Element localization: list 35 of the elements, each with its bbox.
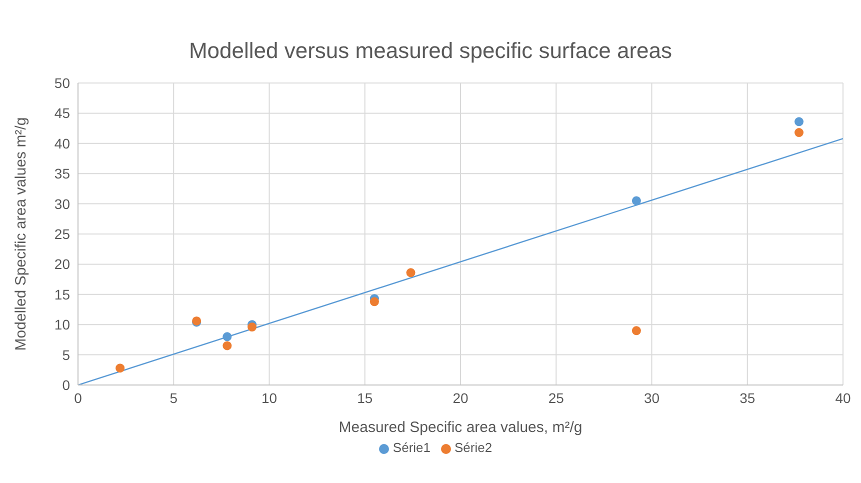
y-tick-label: 35 — [54, 166, 70, 182]
x-tick-label: 20 — [452, 390, 468, 406]
x-tick-label: 25 — [548, 390, 564, 406]
legend-label: Série1 — [392, 440, 430, 455]
point — [406, 268, 416, 278]
x-axis-title: Measured Specific area values, m²/g — [338, 419, 582, 436]
point — [370, 297, 379, 306]
point — [794, 117, 804, 126]
point — [248, 322, 257, 332]
legend-label: Série2 — [454, 440, 492, 455]
y-tick-label: 0 — [62, 376, 70, 393]
x-tick-label: 0 — [74, 390, 82, 406]
point — [222, 341, 232, 350]
x-tick-label: 35 — [740, 390, 756, 406]
y-tick-label: 50 — [54, 74, 70, 91]
point — [632, 326, 641, 336]
y-tick-label: 5 — [62, 346, 70, 363]
point — [632, 196, 641, 206]
y-tick-label: 20 — [54, 256, 70, 272]
point — [222, 332, 232, 342]
y-tick-label: 30 — [54, 196, 70, 212]
y-tick-label: 40 — [54, 135, 70, 152]
y-tick-label: 25 — [54, 226, 70, 242]
chart-title: Modelled versus measured specific surface areas — [188, 38, 673, 64]
x-tick-label: 5 — [170, 390, 178, 406]
y-tick-label: 45 — [54, 105, 70, 122]
y-tick-label: 10 — [54, 316, 70, 333]
x-tick-label: 40 — [835, 390, 851, 406]
x-tick-label: 15 — [357, 390, 373, 406]
x-tick-label: 30 — [644, 390, 660, 406]
point — [794, 128, 804, 138]
point — [116, 364, 125, 373]
y-axis-title: Modelled Specific area values m²/g — [12, 117, 30, 351]
x-tick-label: 10 — [261, 390, 278, 406]
y-tick-label: 15 — [54, 286, 70, 302]
